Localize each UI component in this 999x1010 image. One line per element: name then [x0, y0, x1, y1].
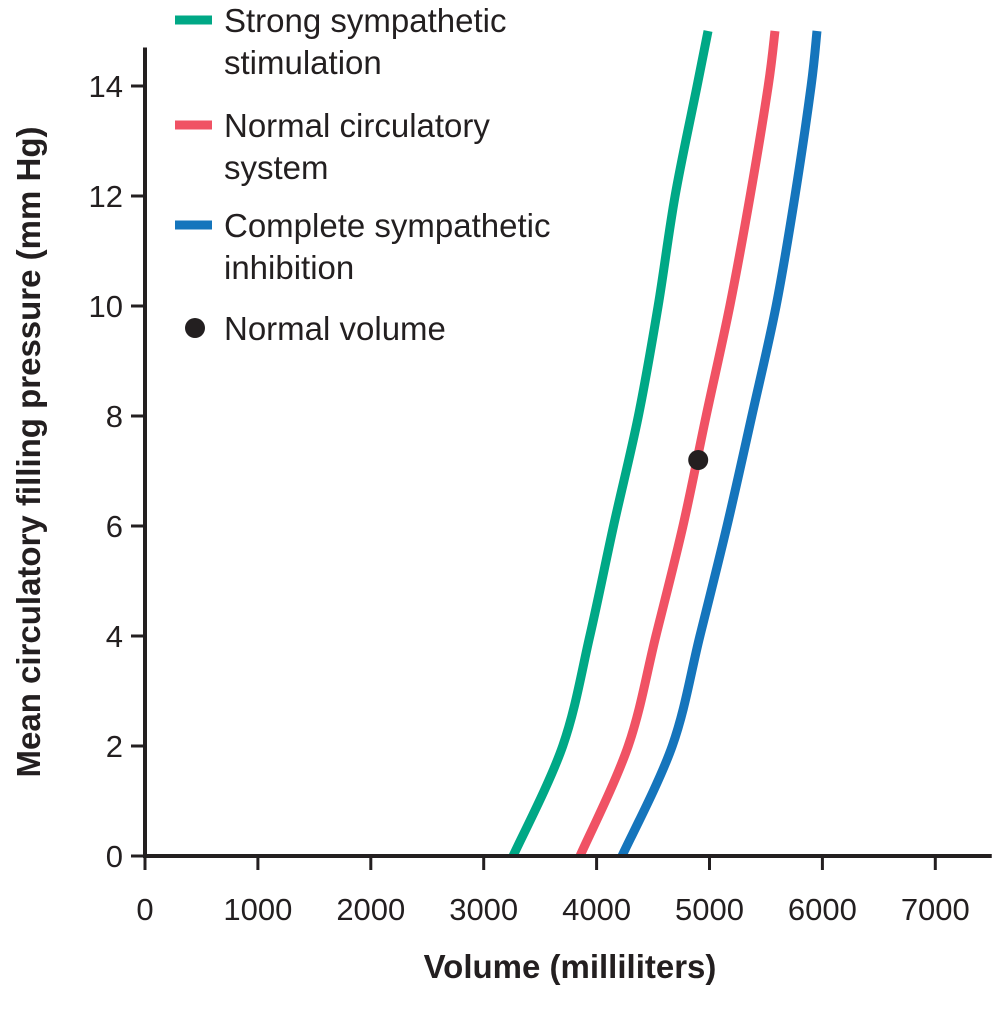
y-axis-label: Mean circulatory filling pressure (mm Hg… — [10, 127, 47, 778]
y-tick-label: 2 — [106, 729, 123, 764]
legend: Strong sympathetic stimulation Normal circ… — [175, 2, 550, 347]
y-tick-label: 14 — [89, 69, 123, 104]
x-tick-label: 6000 — [788, 892, 857, 927]
x-tick-label: 4000 — [562, 892, 631, 927]
x-tick-label: 2000 — [336, 892, 405, 927]
legend-label-0: Strong sympathetic — [224, 2, 506, 39]
series-line-1 — [575, 30, 780, 858]
legend-label-2: inhibition — [224, 249, 354, 286]
y-tick-label: 0 — [106, 839, 123, 874]
axes: 0 1000 2000 3000 4000 5000 6000 7000 0 2 4 6 8 10 12 14 — [89, 47, 992, 927]
legend-label-2: Complete sympathetic — [224, 207, 550, 244]
x-tick-label: 0 — [136, 892, 153, 927]
legend-label-3: Normal volume — [224, 310, 446, 347]
x-tick-label: 3000 — [449, 892, 518, 927]
x-axis-label: Volume (milliliters) — [424, 948, 717, 985]
legend-dot-3 — [185, 318, 205, 338]
normal-volume-point — [688, 450, 709, 470]
y-tick-label: 8 — [106, 399, 123, 434]
legend-label-1: Normal circulatory — [224, 107, 490, 144]
legend-label-0: stimulation — [224, 44, 382, 81]
y-tick-label: 10 — [89, 289, 123, 324]
x-tick-label: 7000 — [901, 892, 970, 927]
y-tick-label: 6 — [106, 509, 123, 544]
legend-label-1: system — [224, 149, 329, 186]
curves — [508, 30, 822, 858]
x-tick-label: 5000 — [675, 892, 744, 927]
points — [688, 450, 709, 470]
y-tick-label: 12 — [89, 179, 123, 214]
series-line-2 — [617, 30, 822, 858]
series-line-0 — [508, 30, 713, 858]
x-tick-label: 1000 — [223, 892, 292, 927]
y-tick-label: 4 — [106, 619, 123, 654]
